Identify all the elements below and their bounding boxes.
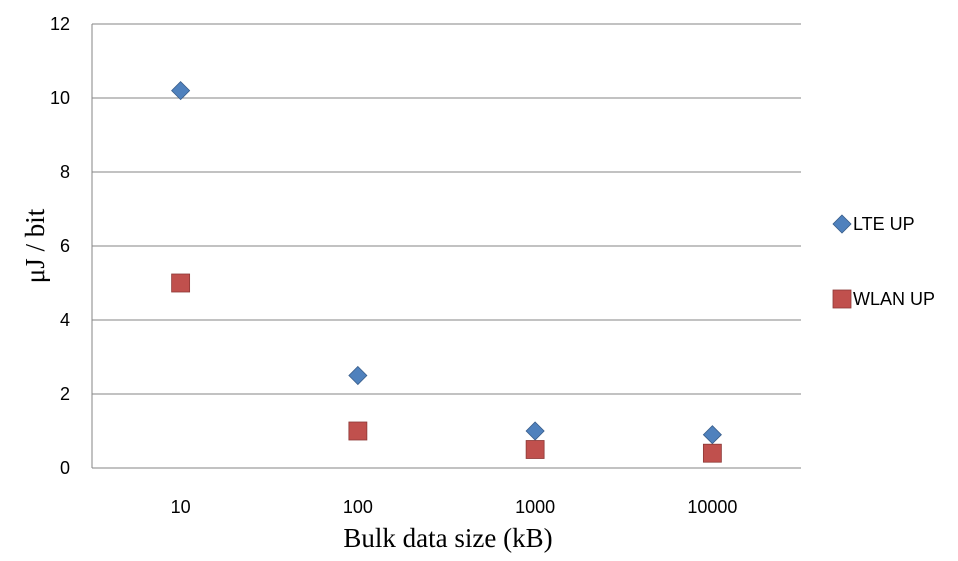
wlan-up-point (525, 440, 545, 459)
y-tick-label: 12 (50, 14, 70, 34)
lte-up-point (348, 365, 368, 386)
wlan-up-point (171, 273, 191, 293)
gridlines (92, 23, 801, 469)
lte-up-point (525, 421, 545, 441)
lte-up-legend-label: LTE UP (853, 214, 915, 234)
lte-up-point (702, 425, 722, 445)
wlan-up-legend-label: WLAN UP (853, 289, 935, 309)
wlan-up-legend-marker (832, 289, 852, 309)
x-tick-label: 10000 (687, 497, 737, 517)
lte-up-legend-marker (832, 214, 852, 234)
y-tick-label: 6 (60, 236, 70, 256)
y-tick-label: 8 (60, 162, 70, 182)
y-axis-tick-labels: 0 2 4 6 8 10 12 (50, 14, 70, 478)
x-axis-tick-labels: 10 100 1000 10000 (171, 497, 738, 517)
y-tick-label: 10 (50, 88, 70, 108)
wlan-up-point (348, 421, 368, 441)
x-tick-label: 10 (171, 497, 191, 517)
y-tick-label: 0 (60, 458, 70, 478)
lte-up-point (171, 81, 191, 101)
y-tick-label: 4 (60, 310, 70, 330)
x-axis-title: Bulk data size (kB) (343, 523, 552, 553)
x-tick-label: 1000 (515, 497, 555, 517)
plot-area (91, 24, 801, 469)
x-tick-label: 100 (343, 497, 373, 517)
y-tick-label: 2 (60, 384, 70, 404)
wlan-up-point (702, 443, 722, 463)
data-markers (171, 81, 722, 463)
legend: LTE UP WLAN UP (832, 214, 935, 309)
y-axis-title: μJ / bit (20, 208, 50, 283)
